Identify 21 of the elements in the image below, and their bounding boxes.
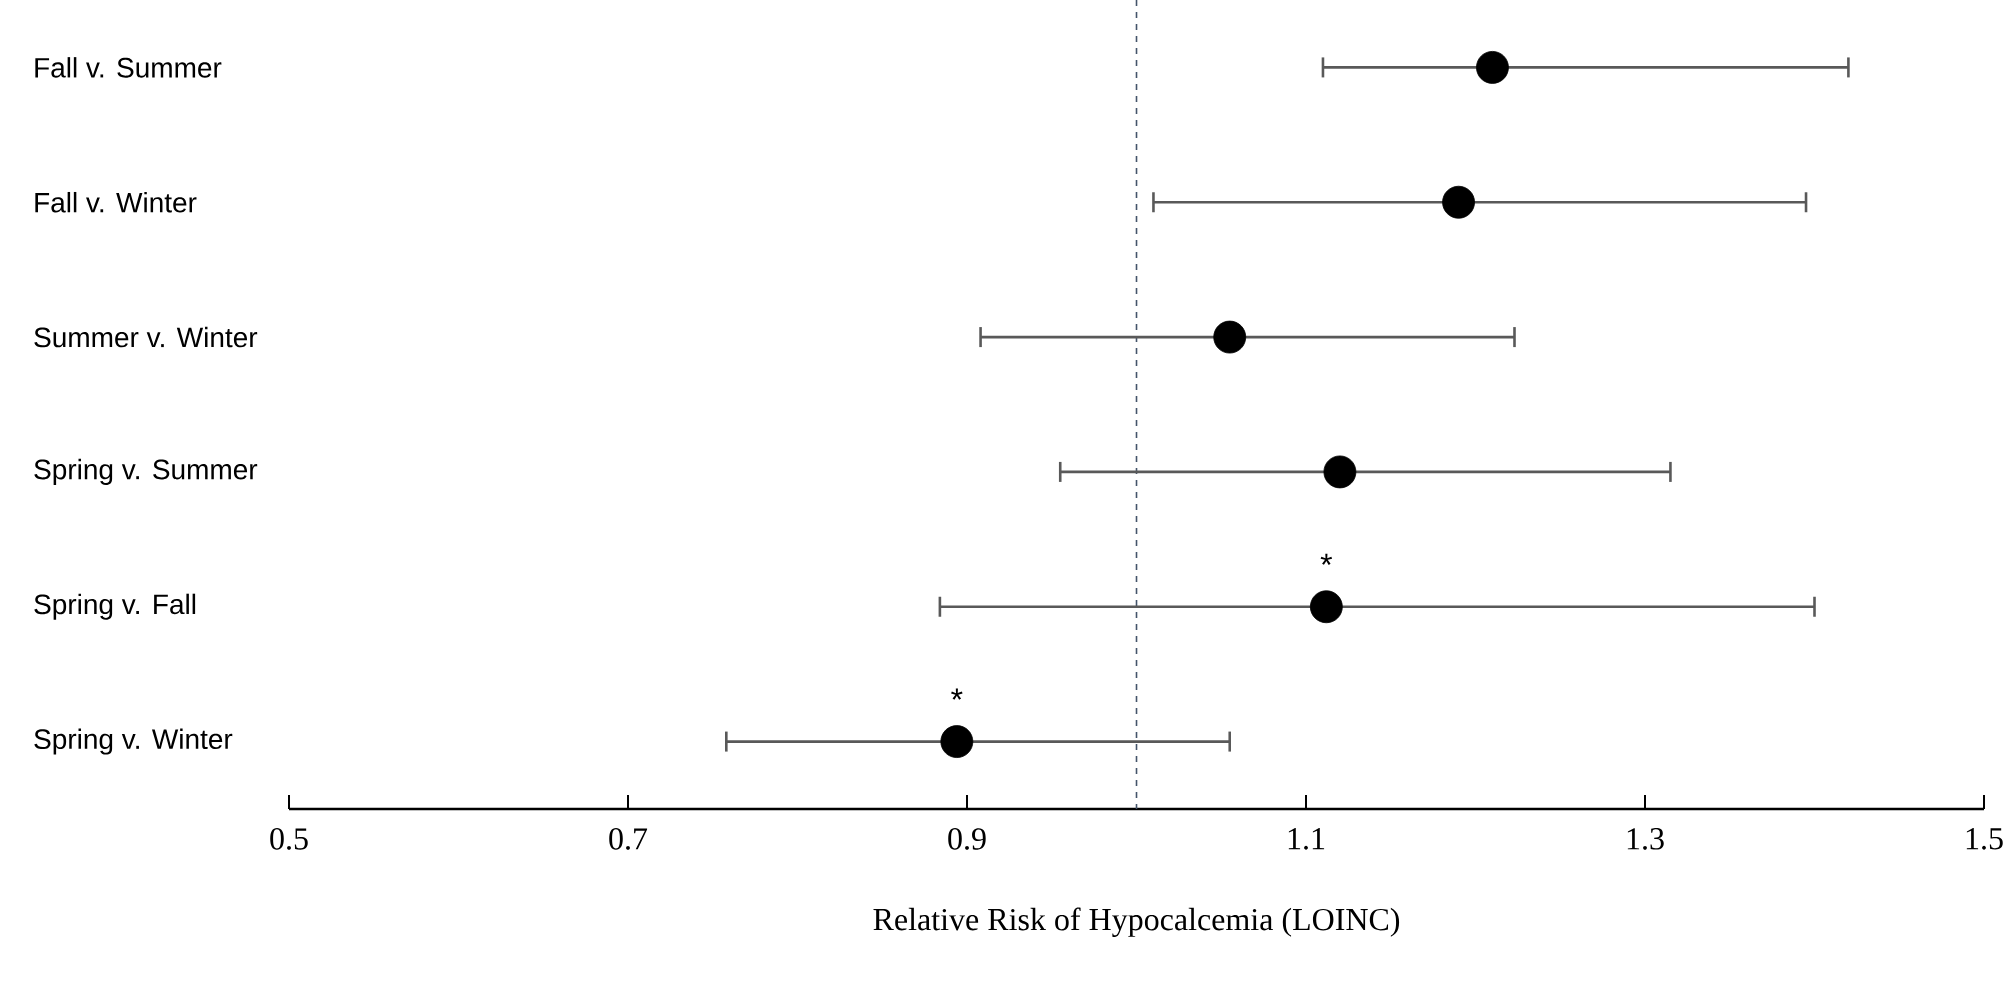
x-tick-label: 0.7 [609,828,648,850]
x-tick-label: 1.3 [1627,828,1664,850]
annotation: * [1320,553,1333,565]
y-tick-label: Spring v. Winter [34,728,233,755]
point [1476,51,1509,84]
point [940,725,974,758]
point [1323,455,1357,489]
x-tick-label: 1.1 [1288,828,1325,850]
point [1442,185,1475,219]
y-tick-label: Fall v. Summer [35,57,222,78]
x-tick-label: 1.5 [1966,828,2003,850]
y-tick-label: Fall v. Winter [35,191,197,213]
point [1213,320,1247,354]
x-axis-title: Relative Risk of Hypocalcemia (LOINC) [873,907,1400,937]
annotation: * [951,688,963,700]
point [1309,590,1343,624]
y-tick-label: Summer v. Winter [34,326,258,348]
y-tick-label: Spring v. Fall [34,593,196,620]
x-tick-label: 0.9 [948,828,986,850]
x-tick-label: 0.5 [270,828,308,850]
y-tick-label: Spring v. Summer [34,458,258,485]
